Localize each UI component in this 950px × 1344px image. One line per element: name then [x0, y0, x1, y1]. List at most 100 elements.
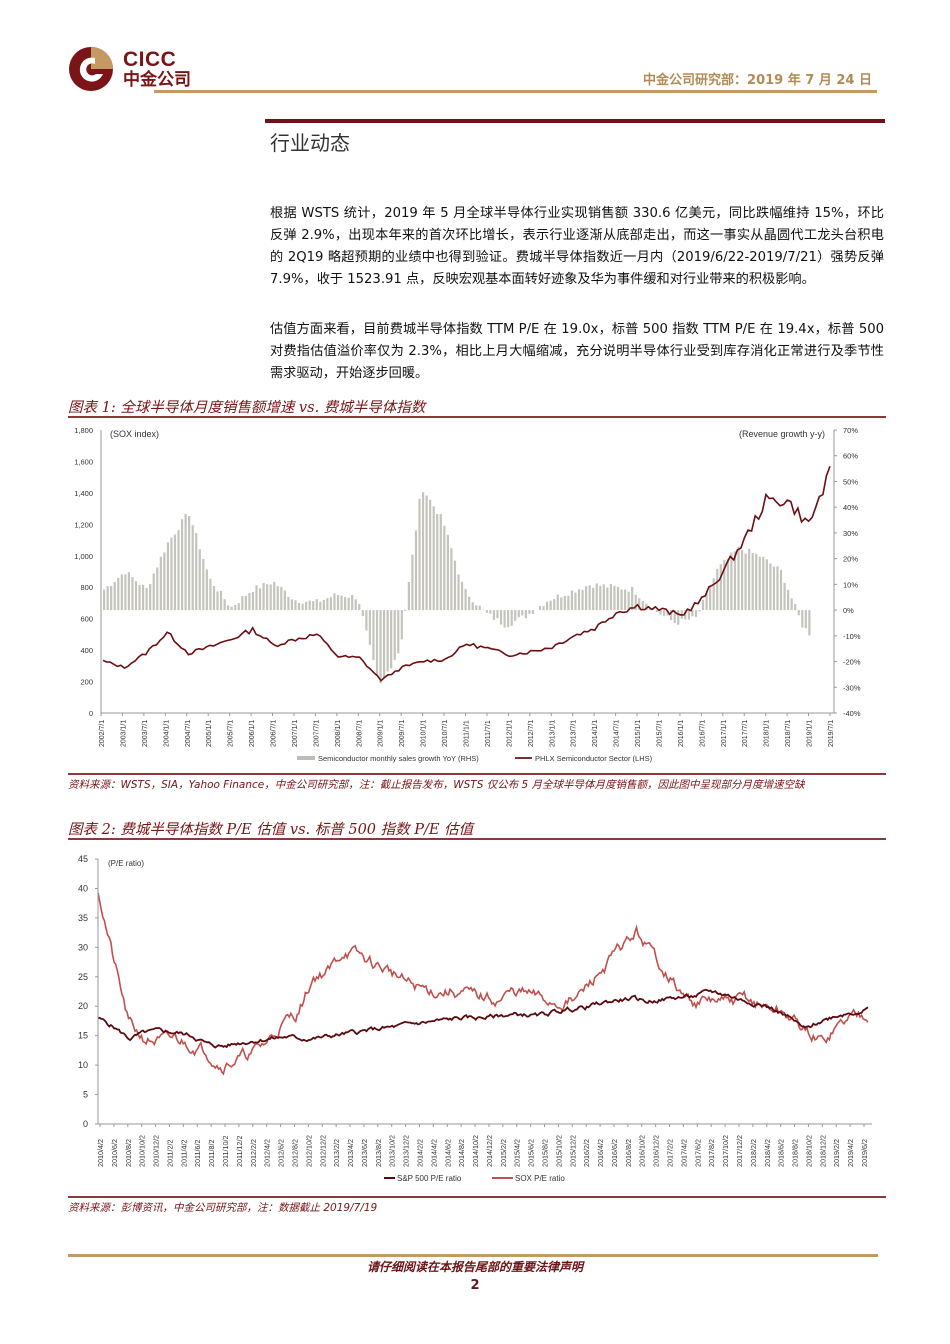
svg-text:2011/12/2: 2011/12/2	[235, 1136, 244, 1167]
svg-text:1,000: 1,000	[74, 552, 93, 561]
svg-text:2017/8/2: 2017/8/2	[707, 1139, 716, 1167]
svg-text:1,400: 1,400	[74, 489, 93, 498]
figure2-chart: 0 5 10 15 20 25 30 35 40 45 2010/4/2 2010/6/2 2010/…	[78, 854, 872, 1183]
section-rule	[265, 119, 885, 123]
paragraph-1: 根据 WSTS 统计，2019 年 5 月全球半导体行业实现销售额 330.6 …	[270, 206, 884, 287]
svg-text:2003/1/1: 2003/1/1	[120, 720, 127, 747]
svg-text:2011/6/2: 2011/6/2	[193, 1140, 202, 1167]
svg-text:0: 0	[89, 709, 93, 718]
cicc-logo: CICC 中金公司	[68, 44, 198, 94]
svg-text:2009/7/1: 2009/7/1	[399, 720, 406, 747]
svg-text:2004/1/1: 2004/1/1	[163, 720, 170, 747]
figure2-source: 资料来源：彭博资讯，中金公司研究部，注：数据截止 2019/7/19	[68, 1202, 378, 1214]
svg-text:1,600: 1,600	[74, 457, 93, 466]
svg-text:0%: 0%	[843, 606, 854, 615]
svg-text:2014/8/2: 2014/8/2	[457, 1139, 466, 1167]
svg-text:2011/1/1: 2011/1/1	[464, 720, 471, 747]
svg-text:S&P 500 P/E ratio: S&P 500 P/E ratio	[397, 1174, 462, 1183]
svg-text:Semiconductor monthly sales gr: Semiconductor monthly sales growth YoY (…	[318, 754, 479, 763]
svg-text:2014/6/2: 2014/6/2	[443, 1139, 452, 1167]
svg-text:2015/12/2: 2015/12/2	[568, 1135, 577, 1167]
svg-text:-40%: -40%	[843, 709, 861, 718]
cicc-logo-icon	[69, 47, 113, 91]
svg-text:2011/4/2: 2011/4/2	[179, 1140, 188, 1167]
svg-text:2007/7/1: 2007/7/1	[313, 720, 320, 747]
svg-text:2015/7/1: 2015/7/1	[656, 720, 663, 747]
svg-text:2009/1/1: 2009/1/1	[378, 720, 385, 747]
svg-text:2014/4/2: 2014/4/2	[429, 1139, 438, 1167]
svg-text:2019/6/2: 2019/6/2	[860, 1139, 869, 1167]
figure1-chart: 0 200 400 600 800 1,000 1,200 1,400 1,600 1,800 -…	[74, 426, 861, 763]
footer-rule	[68, 1254, 878, 1257]
svg-text:2018/10/2: 2018/10/2	[804, 1135, 813, 1167]
svg-text:-20%: -20%	[843, 658, 861, 667]
svg-text:2013/8/2: 2013/8/2	[374, 1139, 383, 1167]
svg-text:40%: 40%	[843, 503, 858, 512]
svg-text:2011/8/2: 2011/8/2	[207, 1140, 216, 1167]
svg-text:2012/12/2: 2012/12/2	[318, 1135, 327, 1167]
svg-text:2010/6/2: 2010/6/2	[110, 1139, 119, 1167]
svg-text:2013/7/1: 2013/7/1	[571, 720, 578, 747]
svg-text:2014/7/1: 2014/7/1	[614, 720, 621, 747]
svg-text:2012/4/2: 2012/4/2	[263, 1139, 272, 1167]
svg-text:20: 20	[78, 1001, 88, 1011]
svg-text:2017/4/2: 2017/4/2	[679, 1139, 688, 1167]
revenue-axis-label: (Revenue growth y-y)	[739, 429, 825, 439]
svg-text:2014/10/2: 2014/10/2	[471, 1135, 480, 1167]
figure1-source-rule	[68, 773, 886, 775]
svg-text:2010/1/1: 2010/1/1	[421, 720, 428, 747]
svg-text:2015/8/2: 2015/8/2	[541, 1139, 550, 1167]
pe-axis-label: (P/E ratio)	[108, 859, 144, 868]
figure1-title-rule	[68, 416, 886, 418]
svg-text:2010/12/2: 2010/12/2	[152, 1135, 161, 1167]
svg-text:2018/6/2: 2018/6/2	[777, 1139, 786, 1167]
svg-text:2015/2/2: 2015/2/2	[499, 1139, 508, 1167]
svg-text:2013/10/2: 2013/10/2	[388, 1135, 397, 1167]
svg-text:45: 45	[78, 854, 88, 864]
svg-text:2013/2/2: 2013/2/2	[332, 1139, 341, 1167]
figure1-legend: Semiconductor monthly sales growth YoY (…	[297, 754, 653, 763]
header-rule	[154, 90, 877, 93]
svg-text:2017/6/2: 2017/6/2	[693, 1139, 702, 1167]
svg-text:2016/10/2: 2016/10/2	[638, 1135, 647, 1167]
svg-text:2005/1/1: 2005/1/1	[206, 720, 213, 747]
svg-text:2019/2/2: 2019/2/2	[832, 1139, 841, 1167]
svg-text:2014/12/2: 2014/12/2	[485, 1135, 494, 1167]
svg-text:30: 30	[78, 942, 88, 952]
svg-text:2012/6/2: 2012/6/2	[277, 1139, 286, 1167]
svg-text:2010/10/2: 2010/10/2	[138, 1135, 147, 1167]
svg-text:10: 10	[78, 1060, 88, 1070]
sox-axis-label: (SOX index)	[110, 429, 159, 439]
svg-text:2006/7/1: 2006/7/1	[271, 720, 278, 747]
svg-text:60%: 60%	[843, 452, 858, 461]
sox-index-line	[102, 466, 831, 682]
svg-text:800: 800	[80, 583, 93, 592]
svg-text:2012/10/2: 2012/10/2	[304, 1135, 313, 1167]
sales-growth-bars	[103, 492, 811, 684]
svg-text:20%: 20%	[843, 555, 858, 564]
svg-text:2013/4/2: 2013/4/2	[346, 1139, 355, 1167]
svg-text:2011/7/1: 2011/7/1	[485, 720, 492, 747]
svg-text:200: 200	[80, 678, 93, 687]
svg-text:2014/2/2: 2014/2/2	[415, 1139, 424, 1167]
svg-text:2018/8/2: 2018/8/2	[791, 1139, 800, 1167]
figure2-title: 图表 2: 费城半导体指数 P/E 估值 vs. 标普 500 指数 P/E 估…	[68, 822, 474, 838]
svg-text:2005/7/1: 2005/7/1	[228, 720, 235, 747]
svg-text:10%: 10%	[843, 580, 858, 589]
figure2-source-rule	[68, 1196, 886, 1198]
svg-text:25: 25	[78, 972, 88, 982]
svg-text:15: 15	[78, 1031, 88, 1041]
sp500-pe-line	[97, 988, 869, 1049]
svg-text:2013/1/1: 2013/1/1	[549, 720, 556, 747]
svg-text:2007/1/1: 2007/1/1	[292, 720, 299, 747]
svg-text:2016/6/2: 2016/6/2	[610, 1139, 619, 1167]
svg-text:2012/1/1: 2012/1/1	[506, 720, 513, 747]
svg-text:2015/10/2: 2015/10/2	[554, 1135, 563, 1167]
svg-text:2006/1/1: 2006/1/1	[249, 720, 256, 747]
svg-text:2004/7/1: 2004/7/1	[185, 720, 192, 747]
logo-text-cn: 中金公司	[123, 70, 191, 90]
svg-text:2016/2/2: 2016/2/2	[582, 1139, 591, 1167]
svg-text:2012/7/1: 2012/7/1	[528, 720, 535, 747]
page-number: 2	[470, 1278, 480, 1293]
svg-text:600: 600	[80, 615, 93, 624]
